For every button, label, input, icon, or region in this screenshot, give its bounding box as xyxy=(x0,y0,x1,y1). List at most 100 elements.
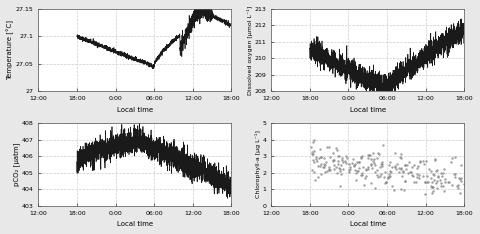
X-axis label: Local time: Local time xyxy=(350,221,386,227)
Point xyxy=(433,186,441,190)
Point xyxy=(345,162,353,166)
Point xyxy=(416,160,424,164)
Point xyxy=(336,184,343,187)
Point xyxy=(316,164,324,168)
Point xyxy=(370,159,377,162)
Point xyxy=(330,167,338,171)
Point xyxy=(391,188,398,192)
Point xyxy=(342,154,350,158)
Point xyxy=(406,161,413,164)
Point xyxy=(377,162,385,165)
Point xyxy=(432,181,440,185)
Point xyxy=(417,159,424,163)
Point xyxy=(438,174,446,177)
Point xyxy=(367,182,375,185)
Point xyxy=(326,168,334,172)
X-axis label: Local time: Local time xyxy=(117,107,153,113)
Y-axis label: Chlorophyll-a [μg L⁻¹]: Chlorophyll-a [μg L⁻¹] xyxy=(255,131,261,198)
Point xyxy=(428,180,436,184)
Point xyxy=(336,169,344,173)
Point xyxy=(317,155,324,159)
Point xyxy=(320,163,328,166)
Point xyxy=(385,163,393,167)
Point xyxy=(325,167,333,171)
Point xyxy=(331,158,338,162)
Point xyxy=(309,168,316,172)
Point xyxy=(392,167,400,171)
Point xyxy=(378,163,385,166)
Point xyxy=(350,164,358,168)
Point xyxy=(337,172,345,176)
Point xyxy=(378,160,386,164)
Point xyxy=(427,169,435,173)
Point xyxy=(401,163,409,167)
Point xyxy=(413,175,421,179)
Point xyxy=(320,166,327,169)
Point xyxy=(420,162,428,166)
Point xyxy=(383,180,390,183)
Point xyxy=(348,161,356,165)
Point xyxy=(440,184,447,188)
Point xyxy=(374,175,382,179)
Point xyxy=(364,165,372,168)
Point xyxy=(357,173,364,177)
Point xyxy=(393,162,401,166)
Point xyxy=(361,176,369,180)
Point xyxy=(315,156,323,159)
Point xyxy=(437,171,444,175)
Point xyxy=(397,166,405,170)
Point xyxy=(365,154,373,157)
Point xyxy=(372,170,379,174)
Point xyxy=(395,167,403,170)
Point xyxy=(395,171,403,174)
Point xyxy=(356,160,363,163)
Point xyxy=(307,146,315,149)
Point xyxy=(338,158,346,162)
Point xyxy=(371,163,379,167)
Point xyxy=(376,174,384,178)
Point xyxy=(434,176,442,179)
Point xyxy=(430,173,438,177)
Point xyxy=(310,158,317,162)
Point xyxy=(336,167,344,171)
Point xyxy=(335,154,342,158)
Point xyxy=(339,160,347,164)
Point xyxy=(429,190,437,193)
Point xyxy=(444,181,452,184)
Point xyxy=(330,158,337,162)
Point xyxy=(441,180,448,183)
Point xyxy=(370,161,377,165)
Point xyxy=(371,186,379,190)
Point xyxy=(366,154,373,157)
Point xyxy=(358,174,365,177)
Point xyxy=(314,164,322,168)
Point xyxy=(350,163,358,167)
Point xyxy=(314,176,322,179)
Point xyxy=(410,163,418,167)
Point xyxy=(457,176,465,179)
Point xyxy=(329,151,337,155)
Point xyxy=(386,169,394,173)
Point xyxy=(384,175,392,179)
Point xyxy=(381,181,389,185)
Point xyxy=(388,184,396,188)
Point xyxy=(413,172,421,176)
Point xyxy=(421,192,429,195)
Point xyxy=(433,168,441,172)
Point xyxy=(332,146,340,150)
Point xyxy=(343,156,351,160)
Point xyxy=(448,156,456,159)
Point xyxy=(335,167,343,170)
Point xyxy=(451,172,459,176)
Point xyxy=(367,162,375,165)
Point xyxy=(364,153,372,157)
Point xyxy=(352,178,360,182)
Point xyxy=(397,156,405,159)
Point xyxy=(317,155,324,159)
Point xyxy=(431,157,439,161)
Point xyxy=(429,186,437,189)
Point xyxy=(358,171,365,175)
Point xyxy=(423,180,431,183)
Point xyxy=(380,143,387,146)
Point xyxy=(397,187,405,190)
